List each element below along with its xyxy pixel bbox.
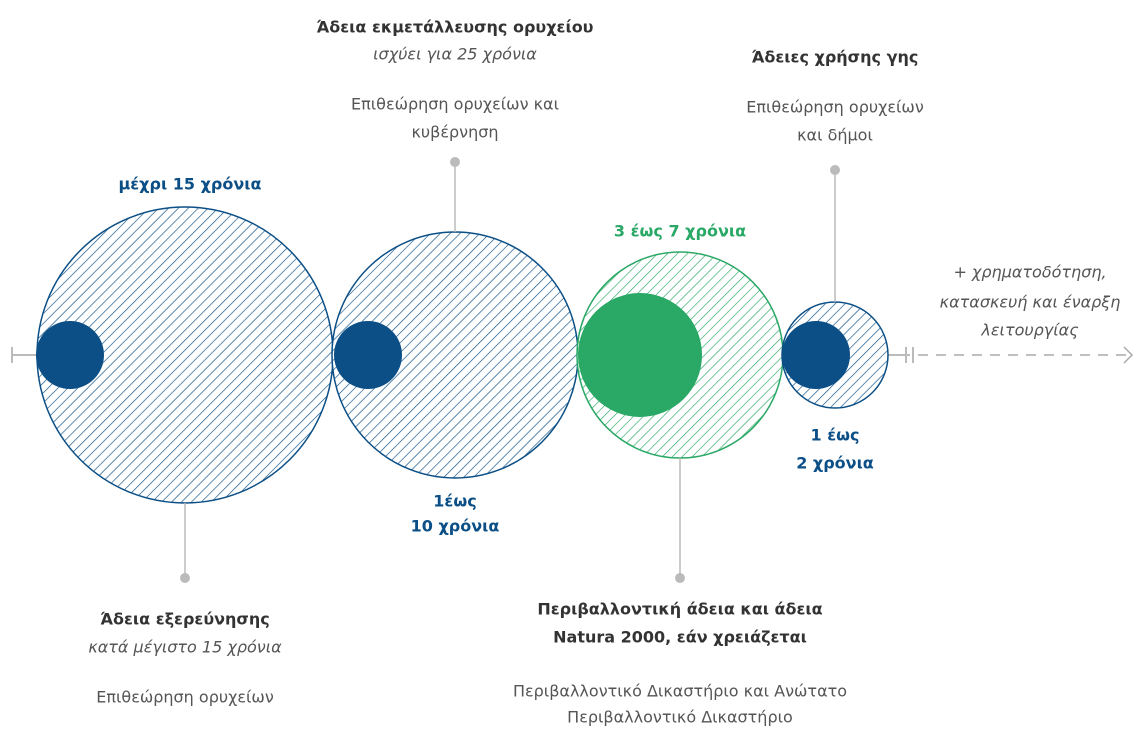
stage-core bbox=[578, 293, 702, 417]
authority: Επιθεώρηση ορυχείων bbox=[746, 98, 924, 117]
stage-title: Άδειες χρήσης γης bbox=[752, 48, 919, 67]
authority: Περιβαλλοντικό Δικαστήριο bbox=[567, 708, 793, 727]
authority: και δήμοι bbox=[797, 126, 873, 145]
stage-core bbox=[36, 321, 104, 389]
stage-title: Άδεια εκμετάλλευσης ορυχείου bbox=[317, 18, 594, 37]
next-step: + χρηματοδότηση, bbox=[953, 263, 1106, 282]
stage-core bbox=[782, 321, 850, 389]
duration: 2 χρόνια bbox=[796, 454, 874, 473]
validity: ισχύει για 25 χρόνια bbox=[373, 45, 537, 64]
next-step: λειτουργίας bbox=[980, 321, 1078, 340]
next-step: κατασκευή και έναρξη bbox=[940, 293, 1121, 312]
leaders bbox=[180, 157, 840, 583]
stage-title: Περιβαλλοντική άδεια και άδεια bbox=[537, 600, 822, 619]
authority: Επιθεώρηση ορυχείων και bbox=[351, 95, 559, 114]
duration: μέχρι 15 χρόνια bbox=[119, 175, 262, 194]
stage-title: Άδεια εξερεύνησης bbox=[100, 610, 270, 629]
authority: Περιβαλλοντικό Δικαστήριο και Ανώτατο bbox=[513, 682, 847, 701]
duration: 1έως bbox=[433, 492, 476, 511]
duration: 10 χρόνια bbox=[411, 517, 500, 536]
authority: Επιθεώρηση ορυχείων bbox=[96, 688, 274, 707]
stage-core bbox=[334, 321, 402, 389]
authority: κυβέρνηση bbox=[411, 123, 498, 142]
validity: κατά μέγιστο 15 χρόνια bbox=[88, 638, 282, 657]
duration: 3 έως 7 χρόνια bbox=[614, 222, 746, 241]
duration: 1 έως bbox=[811, 426, 860, 445]
stage-title: Natura 2000, εάν χρειάζεται bbox=[553, 628, 807, 647]
